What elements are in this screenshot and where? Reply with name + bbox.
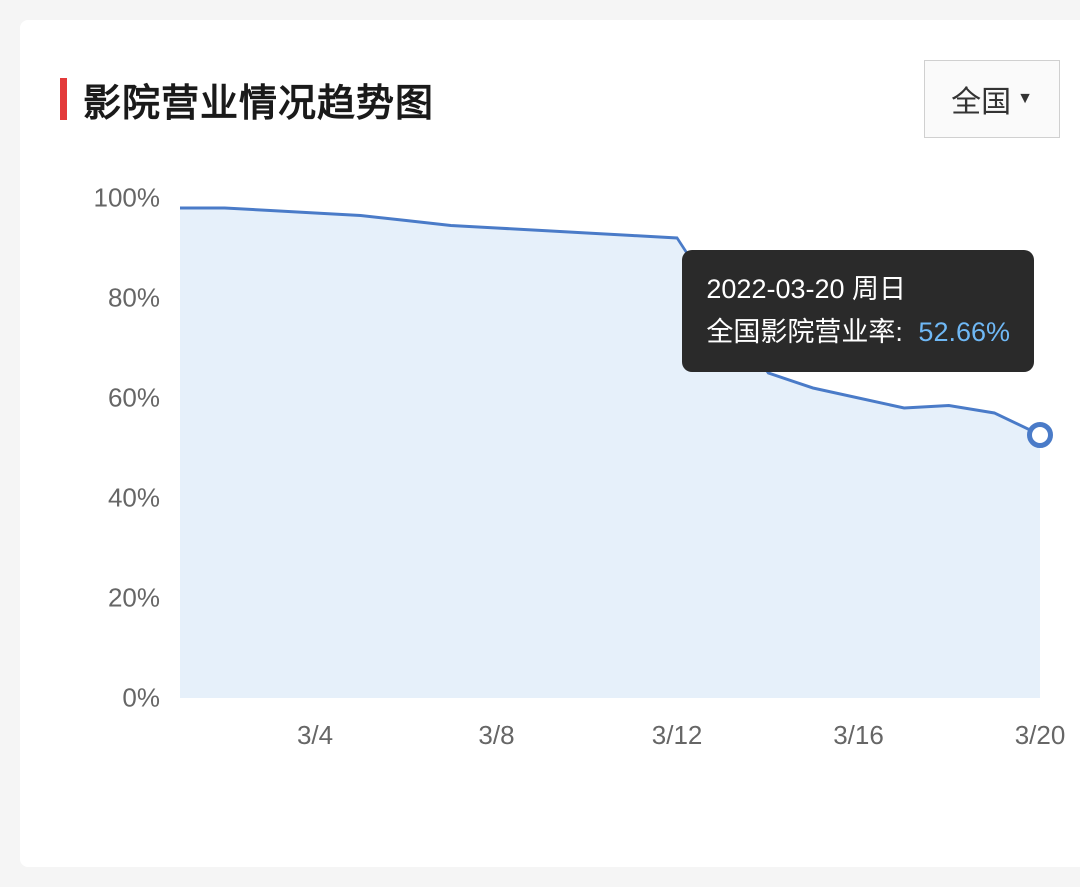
plot-region[interactable]: 2022-03-20 周日 全国影院营业率: 52.66% [180, 198, 1040, 698]
header: 影院营业情况趋势图 全国 ▼ [60, 60, 1060, 138]
x-tick-label: 3/8 [478, 720, 514, 751]
chart-card: 影院营业情况趋势图 全国 ▼ 0% 20% 40% 60% 80% 100% 2022-0… [20, 20, 1080, 867]
y-axis: 0%20%40%60%80%100% [60, 198, 170, 758]
dropdown-label: 全国 [951, 77, 1011, 121]
title-accent-bar [60, 78, 67, 120]
highlight-marker [1027, 422, 1053, 448]
y-tick-label: 100% [94, 183, 161, 214]
y-tick-label: 20% [108, 583, 160, 614]
x-tick-label: 3/16 [833, 720, 884, 751]
tooltip-date: 2022-03-20 周日 [706, 268, 1010, 311]
x-tick-label: 3/20 [1015, 720, 1066, 751]
chevron-down-icon: ▼ [1017, 90, 1033, 108]
chart-tooltip: 2022-03-20 周日 全国影院营业率: 52.66% [682, 250, 1034, 372]
page-title: 影院营业情况趋势图 [83, 72, 434, 127]
tooltip-metric-value: 52.66% [918, 317, 1010, 347]
x-axis: 3/43/83/123/163/20 [180, 708, 1040, 758]
y-tick-label: 0% [122, 683, 160, 714]
y-tick-label: 40% [108, 483, 160, 514]
chart-area: 0%20%40%60%80%100% 2022-03-20 周日 全国影院营业率… [60, 198, 1060, 758]
x-tick-label: 3/4 [297, 720, 333, 751]
title-wrap: 影院营业情况趋势图 [60, 72, 434, 127]
tooltip-metric-label: 全国影院营业率: [706, 317, 903, 347]
y-tick-label: 60% [108, 383, 160, 414]
region-dropdown[interactable]: 全国 ▼ [924, 60, 1060, 138]
y-tick-label: 80% [108, 283, 160, 314]
x-tick-label: 3/12 [652, 720, 703, 751]
tooltip-metric-row: 全国影院营业率: 52.66% [706, 311, 1010, 354]
